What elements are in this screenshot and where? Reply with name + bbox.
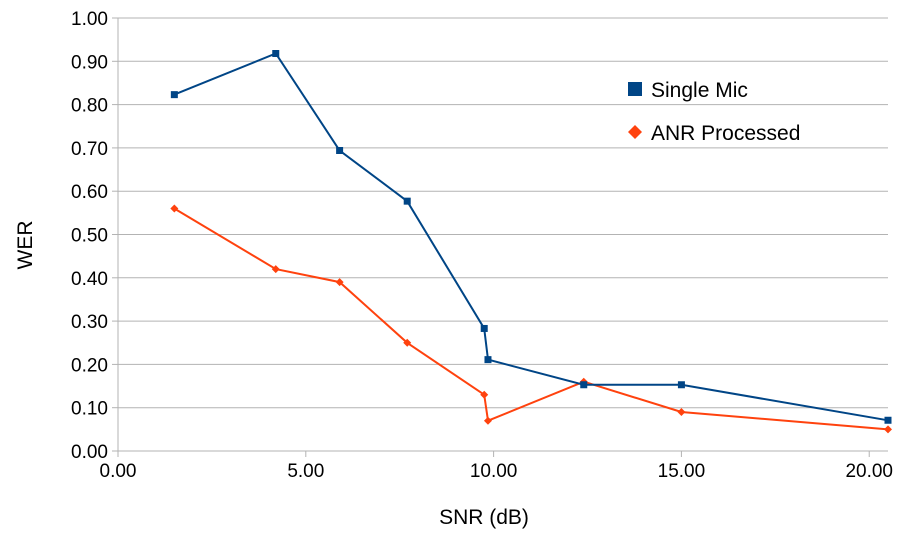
data-point-diamond: [677, 408, 686, 417]
x-tick-label: 5.00: [287, 461, 324, 482]
legend-item: Single Mic: [628, 79, 748, 102]
y-tick-label: 1.00: [71, 9, 108, 30]
data-point-diamond: [170, 204, 179, 213]
y-tick-label: 0.60: [71, 182, 108, 203]
data-point-square: [484, 356, 492, 364]
data-point-diamond: [271, 265, 280, 274]
x-tick-label: 20.00: [845, 461, 893, 482]
data-point-square: [480, 324, 488, 332]
data-point-diamond: [884, 425, 892, 434]
series-single-mic: [170, 50, 892, 424]
y-tick-label: 0.90: [71, 52, 108, 73]
data-point-diamond: [480, 390, 489, 399]
y-tick-label: 0.10: [71, 399, 108, 420]
legend-label: ANR Processed: [651, 122, 800, 145]
data-point-square: [336, 146, 344, 154]
series: [170, 50, 892, 434]
x-tick-label: 0.00: [100, 461, 137, 482]
data-point-square: [677, 381, 685, 389]
y-tick-label: 0.20: [71, 355, 108, 376]
data-point-diamond: [483, 416, 492, 425]
series-line: [173, 207, 889, 431]
y-tick-label: 0.00: [71, 442, 108, 463]
series-anr-processed: [170, 204, 892, 434]
x-axis-title: SNR (dB): [439, 506, 529, 529]
y-tick-label: 0.40: [71, 269, 108, 290]
data-point-square: [580, 381, 588, 389]
x-tick-label: 15.00: [658, 461, 706, 482]
legend: Single Mic ANR Processed: [628, 79, 800, 145]
y-tick-label: 0.30: [71, 312, 108, 333]
x-tick-label: 10.00: [470, 461, 518, 482]
axes: [112, 17, 888, 457]
y-tick-label: 0.80: [71, 96, 108, 117]
legend-item: ANR Processed: [628, 122, 800, 145]
gridlines: [118, 17, 888, 409]
legend-label: Single Mic: [651, 79, 748, 102]
y-axis-title: WER: [14, 221, 37, 270]
data-point-square: [170, 91, 178, 99]
y-tick-label: 0.70: [71, 139, 108, 160]
tick-labels: 0.00 0.10 0.20 0.30 0.40 0.50 0.60 0.70 0.80 0.90…: [71, 9, 893, 482]
data-point-square: [884, 416, 892, 424]
series-line: [173, 52, 889, 422]
data-point-square: [403, 197, 411, 205]
data-point-diamond: [335, 278, 344, 287]
y-tick-label: 0.50: [71, 226, 108, 247]
data-point-square: [272, 50, 280, 58]
legend-diamond-icon: [628, 125, 642, 139]
data-point-diamond: [403, 338, 412, 347]
legend-square-icon: [628, 82, 642, 96]
